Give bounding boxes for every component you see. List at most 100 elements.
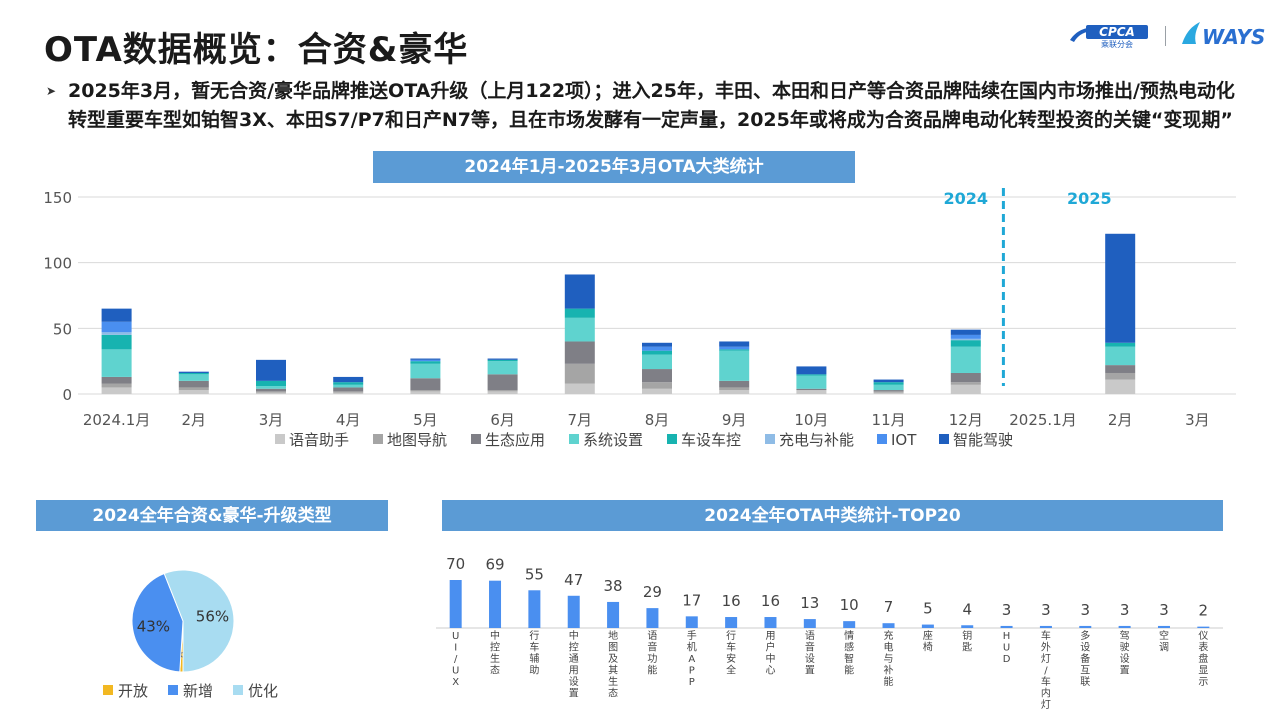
bar-segment xyxy=(410,363,441,379)
top20-value-label: 3 xyxy=(1081,601,1091,619)
x-tick-label: 2月 xyxy=(1108,411,1133,429)
main-chart-banner: 2024年1月-2025年3月OTA大类统计 xyxy=(373,151,855,183)
bar-segment xyxy=(333,382,364,385)
bar-segment xyxy=(101,383,132,388)
bar-segment xyxy=(410,390,441,392)
bar-segment xyxy=(796,366,827,375)
bar-segment xyxy=(178,387,209,391)
top20-value-label: 3 xyxy=(1002,601,1012,619)
bar-segment xyxy=(333,376,364,383)
bar-segment xyxy=(178,380,209,388)
bar-segment xyxy=(333,392,364,394)
bar-segment xyxy=(719,380,750,388)
top20-value-label: 29 xyxy=(643,583,662,601)
pie-data-label: 56% xyxy=(196,607,229,625)
pie-slice xyxy=(131,572,184,673)
top20-category-label: 手机 A P P xyxy=(687,629,697,688)
top20-category-label: 钥匙 xyxy=(962,629,972,654)
ways-logo: WAYS xyxy=(1182,22,1265,49)
y-tick-label: 100 xyxy=(43,255,72,273)
legend-swatch xyxy=(765,434,775,444)
legend-label: 地图导航 xyxy=(387,431,447,449)
bar-segment xyxy=(564,341,595,364)
top20-category-label: 中控通用设置 xyxy=(569,629,579,700)
x-tick-label: 6月 xyxy=(490,411,515,429)
top20-bar xyxy=(882,623,895,628)
top20-category-label: 车外灯/车内灯 xyxy=(1041,629,1051,711)
top20-value-label: 16 xyxy=(722,592,741,610)
bar-segment xyxy=(950,334,981,339)
bar-segment xyxy=(487,358,518,360)
top20-category-label: 仪表盘显示 xyxy=(1198,630,1208,688)
top20-bar xyxy=(1157,625,1170,628)
top20-value-label: 4 xyxy=(962,600,972,618)
bar-segment xyxy=(333,391,364,393)
y-tick-label: 50 xyxy=(53,320,72,338)
cpca-badge xyxy=(1086,25,1148,39)
top20-bar xyxy=(725,617,738,628)
top20-value-label: 38 xyxy=(604,577,623,595)
legend-label: 语音助手 xyxy=(289,431,349,449)
top20-bar xyxy=(489,580,502,628)
x-tick-label: 12月 xyxy=(949,411,983,429)
bar-segment xyxy=(178,371,209,373)
top20-value-label: 70 xyxy=(446,555,465,573)
period-label-2024: 2024 xyxy=(944,189,989,208)
bar-segment xyxy=(564,317,595,342)
legend-label: 生态应用 xyxy=(485,431,545,449)
top20-category-label: 中控生态 xyxy=(490,629,500,677)
bar-segment xyxy=(101,308,132,322)
bar-segment xyxy=(642,350,672,355)
legend-label: 智能驾驶 xyxy=(953,431,1013,449)
top20-category-label: 空调 xyxy=(1159,629,1169,654)
top20-bar xyxy=(843,621,856,628)
pie-data-label: 43% xyxy=(137,618,170,636)
top20-value-label: 69 xyxy=(485,556,504,574)
pie-legend-label: 优化 xyxy=(248,682,278,700)
bar-segment xyxy=(410,361,441,364)
legend-swatch xyxy=(939,434,949,444)
bar-segment xyxy=(642,369,672,383)
bar-segment xyxy=(719,349,750,351)
top20-bar xyxy=(685,616,698,628)
top20-bar xyxy=(646,608,659,628)
bar-segment xyxy=(796,390,827,394)
bar-segment xyxy=(1105,233,1136,343)
bar-segment xyxy=(101,334,132,350)
bar-segment xyxy=(410,358,441,360)
bar-segment xyxy=(101,349,132,377)
bar-segment xyxy=(487,361,518,375)
bar-segment xyxy=(256,392,286,394)
top20-category-label: 行车安全 xyxy=(726,629,736,677)
cpca-logo: CPCA 乘联分会 xyxy=(1070,25,1148,48)
bar-segment xyxy=(1105,346,1136,366)
top20-bar xyxy=(528,590,541,628)
x-tick-label: 5月 xyxy=(413,411,438,429)
top20-value-label: 7 xyxy=(884,598,894,616)
pie-legend-swatch xyxy=(103,685,113,695)
pie-data-label: 1% xyxy=(170,649,194,667)
top20-category-label: 充电与补能 xyxy=(884,629,894,688)
top20-value-label: 55 xyxy=(525,565,544,583)
bar-segment xyxy=(796,375,827,389)
top20-bar xyxy=(1079,625,1092,628)
legend-swatch xyxy=(275,434,285,444)
x-tick-label: 7月 xyxy=(568,411,593,429)
top20-bar xyxy=(803,619,816,628)
bar-segment xyxy=(333,387,364,392)
bar-segment xyxy=(873,379,904,383)
bar-segment xyxy=(950,346,981,373)
top20-bar xyxy=(1118,625,1131,628)
y-tick-label: 0 xyxy=(62,386,72,404)
bar-segment xyxy=(642,342,672,347)
legend-swatch xyxy=(667,434,677,444)
bar-segment xyxy=(873,390,904,392)
top20-category-label: U I / U X xyxy=(452,631,459,688)
pie-legend-label: 开放 xyxy=(118,682,148,700)
top20-value-label: 2 xyxy=(1199,602,1209,620)
bar-segment xyxy=(256,391,286,393)
bar-segment xyxy=(333,384,364,388)
bar-segment xyxy=(101,376,132,384)
top20-value-label: 16 xyxy=(761,592,780,610)
